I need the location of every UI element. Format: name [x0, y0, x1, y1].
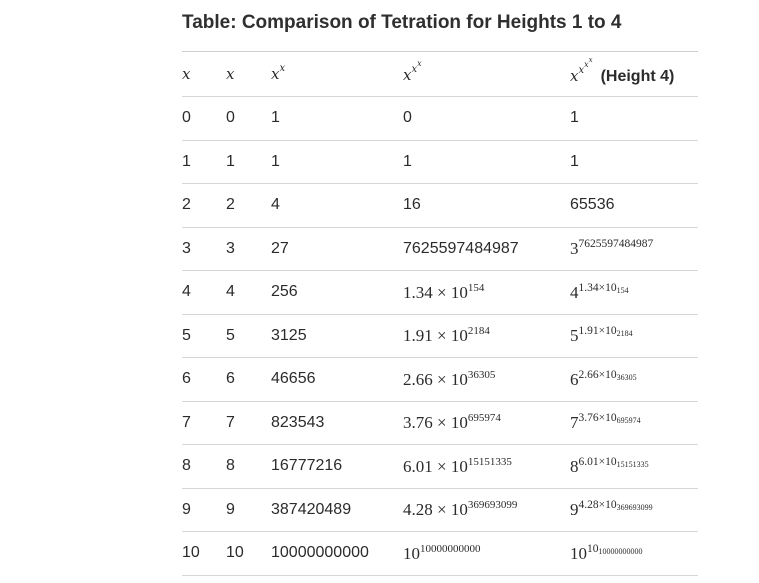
cell-height-3: 0 — [403, 96, 570, 141]
cell-height-3: 1 — [403, 140, 570, 184]
cell-x: 6 — [182, 357, 226, 402]
cell-height-3: 2.66 × 1036305 — [403, 357, 570, 402]
power-tower-value: 94.28×10369693099 — [570, 499, 653, 520]
power-tower-value: 62.66×1036305 — [570, 368, 637, 389]
cell-height-4: 62.66×1036305 — [570, 357, 698, 402]
cell-height-1: 2 — [226, 183, 271, 228]
cell-height-3: 1.91 × 102184 — [403, 314, 570, 358]
cell-x: 10 — [182, 531, 226, 576]
cell-height-4: 1 — [570, 140, 698, 184]
cell-height-4: 73.76×10695974 — [570, 401, 698, 445]
cell-height-2: 10000000000 — [271, 531, 403, 576]
cell-height-3: 4.28 × 10369693099 — [403, 488, 570, 532]
cell-x: 9 — [182, 488, 226, 532]
power-tower-value: 37625597484987 — [570, 238, 654, 259]
cell-x: 7 — [182, 401, 226, 445]
cell-x: 4 — [182, 270, 226, 315]
table-title: Table: Comparison of Tetration for Heigh… — [182, 12, 622, 33]
cell-height-1: 5 — [226, 314, 271, 358]
cell-x: 2 — [182, 183, 226, 228]
cell-height-1: 6 — [226, 357, 271, 402]
cell-height-3: 16 — [403, 183, 570, 228]
cell-height-3: 1.34 × 10154 — [403, 270, 570, 315]
scientific-value: 1.34 × 10154 — [403, 281, 485, 302]
cell-height-4: 37625597484987 — [570, 227, 698, 271]
cell-height-4: 86.01×1015151335 — [570, 444, 698, 489]
cell-height-2: 1 — [271, 96, 403, 141]
cell-height-1: 3 — [226, 227, 271, 271]
scientific-value: 1010000000000 — [403, 542, 481, 563]
cell-height-2: 256 — [271, 270, 403, 315]
cell-height-4: 51.91×102184 — [570, 314, 698, 358]
cell-height-1: 1 — [226, 140, 271, 184]
power-tower-value: 73.76×10695974 — [570, 412, 641, 433]
cell-height-3: 1010000000000 — [403, 531, 570, 576]
power-tower-value: 51.91×102184 — [570, 325, 633, 346]
cell-height-2: 3125 — [271, 314, 403, 358]
cell-height-3: 7625597484987 — [403, 227, 570, 271]
scientific-value: 2.66 × 1036305 — [403, 368, 496, 389]
cell-height-4: 41.34×10154 — [570, 270, 698, 315]
cell-height-3: 6.01 × 1015151335 — [403, 444, 570, 489]
height-4-label: (Height 4) — [600, 68, 675, 86]
header-x-height-1: x — [226, 51, 271, 97]
cell-x: 3 — [182, 227, 226, 271]
cell-x: 0 — [182, 96, 226, 141]
cell-height-2: 823543 — [271, 401, 403, 445]
cell-height-1: 7 — [226, 401, 271, 445]
scientific-value: 6.01 × 1015151335 — [403, 455, 512, 476]
header-height-3: xxx — [403, 51, 570, 97]
header-height-2: xx — [271, 51, 403, 97]
cell-height-2: 46656 — [271, 357, 403, 402]
cell-height-1: 10 — [226, 531, 271, 576]
scientific-value: 4.28 × 10369693099 — [403, 499, 518, 520]
power-tower-value: 86.01×1015151335 — [570, 455, 649, 476]
table-row: 8 8 16777216 6.01 × 1015151335 86.01×1015151… — [182, 444, 698, 489]
cell-height-4: 65536 — [570, 183, 698, 228]
table-row: 7 7 823543 3.76 × 10695974 73.76×10695974 — [182, 401, 698, 445]
cell-height-2: 387420489 — [271, 488, 403, 532]
cell-height-4: 94.28×10369693099 — [570, 488, 698, 532]
cell-height-1: 9 — [226, 488, 271, 532]
cell-height-2: 27 — [271, 227, 403, 271]
table-row: 9 9 387420489 4.28 × 10369693099 94.28×10369… — [182, 488, 698, 532]
cell-height-3: 3.76 × 10695974 — [403, 401, 570, 445]
scientific-value: 1.91 × 102184 — [403, 325, 490, 346]
cell-x: 5 — [182, 314, 226, 358]
cell-height-4: 1 — [570, 96, 698, 141]
cell-height-2: 1 — [271, 140, 403, 184]
cell-height-2: 16777216 — [271, 444, 403, 489]
power-tower-value: 41.34×10154 — [570, 281, 629, 302]
power-tower-value: 101010000000000 — [570, 542, 643, 563]
table-row: 10 10 10000000000 1010000000000 101010000000… — [182, 531, 698, 576]
table-row: 3 3 27 7625597484987 37625597484987 — [182, 227, 698, 271]
header-height-4: xxxx(Height 4) — [570, 51, 698, 97]
cell-height-1: 0 — [226, 96, 271, 141]
cell-height-1: 8 — [226, 444, 271, 489]
cell-x: 1 — [182, 140, 226, 184]
table-row: 5 5 3125 1.91 × 102184 51.91×102184 — [182, 314, 698, 358]
cell-height-1: 4 — [226, 270, 271, 315]
table-row: 2 2 4 16 65536 — [182, 183, 698, 228]
header-row: x x xx xxx xxxx(Height 4) — [182, 51, 698, 97]
cell-height-4: 101010000000000 — [570, 531, 698, 576]
cell-x: 8 — [182, 444, 226, 489]
scientific-value: 3.76 × 10695974 — [403, 412, 501, 433]
table-row: 6 6 46656 2.66 × 1036305 62.66×1036305 — [182, 357, 698, 402]
header-x: x — [182, 51, 226, 97]
table-row: 4 4 256 1.34 × 10154 41.34×10154 — [182, 270, 698, 315]
cell-height-2: 4 — [271, 183, 403, 228]
